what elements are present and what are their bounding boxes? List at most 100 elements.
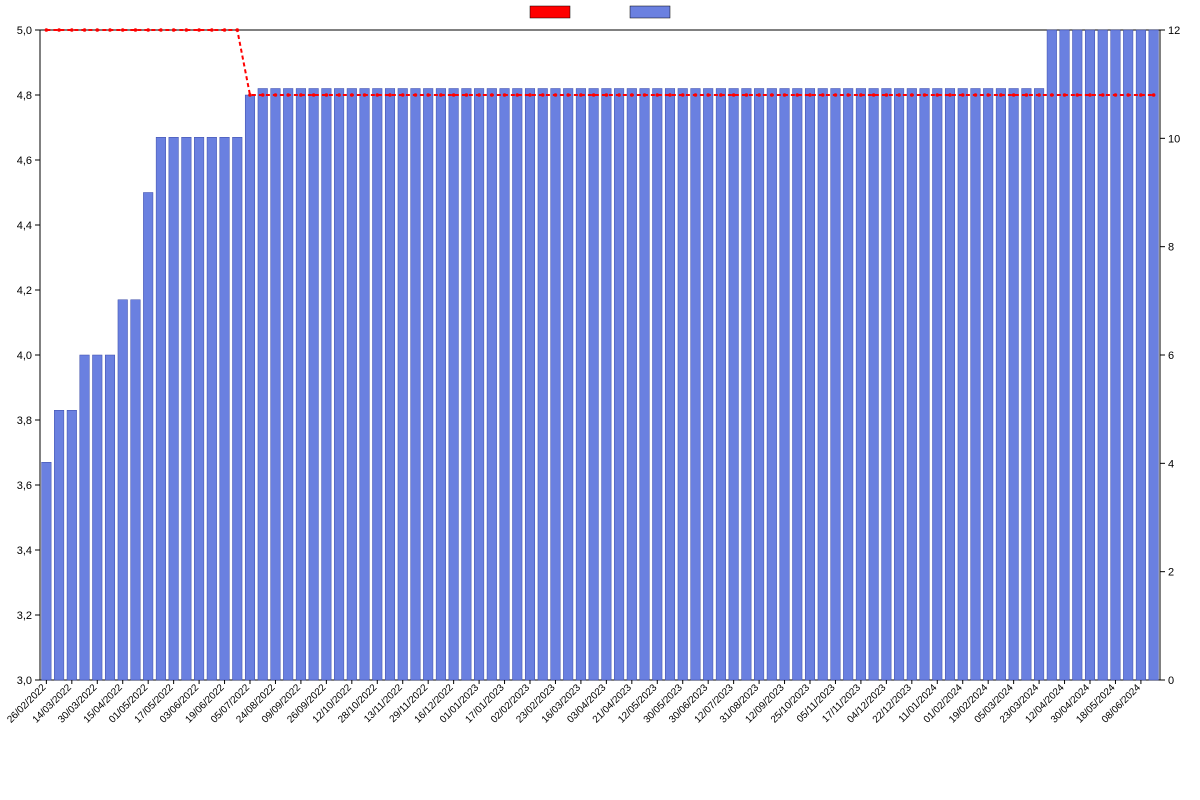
bar <box>665 89 675 681</box>
bar <box>385 89 395 681</box>
bar <box>754 89 764 681</box>
y-left-tick-label: 4,4 <box>17 220 32 232</box>
bar <box>1047 30 1057 680</box>
y-right-tick-label: 6 <box>1168 350 1174 362</box>
line-marker <box>1101 93 1105 97</box>
line-marker <box>312 93 316 97</box>
bar <box>334 89 344 681</box>
line-marker <box>146 28 150 32</box>
line-marker <box>325 93 329 97</box>
bar <box>423 89 433 681</box>
bar <box>169 137 179 680</box>
line-marker <box>579 93 583 97</box>
line-marker <box>274 93 278 97</box>
bar <box>143 193 153 681</box>
bar <box>296 89 306 681</box>
bar <box>462 89 472 681</box>
y-left-tick-label: 3,2 <box>17 610 32 622</box>
line-marker <box>210 28 214 32</box>
bar <box>703 89 713 681</box>
y-right-tick-label: 8 <box>1168 242 1174 254</box>
bar <box>1073 30 1083 680</box>
legend-swatch <box>630 6 670 18</box>
bar <box>220 137 230 680</box>
line-marker <box>592 93 596 97</box>
bar <box>182 137 192 680</box>
line-marker <box>439 93 443 97</box>
bar <box>1085 30 1095 680</box>
y-right-tick-label: 12 <box>1168 25 1180 37</box>
line-marker <box>1088 93 1092 97</box>
bar <box>156 137 166 680</box>
line-marker <box>1037 93 1041 97</box>
line-marker <box>605 93 609 97</box>
line-marker <box>414 93 418 97</box>
line-marker <box>172 28 176 32</box>
line-marker <box>70 28 74 32</box>
bar <box>258 89 268 681</box>
bar <box>958 89 968 681</box>
bar <box>411 89 421 681</box>
line-marker <box>808 93 812 97</box>
bar <box>194 137 204 680</box>
bar <box>996 89 1006 681</box>
bar <box>538 89 548 681</box>
bar <box>207 137 217 680</box>
line-marker <box>248 93 252 97</box>
line-marker <box>923 93 927 97</box>
bar <box>67 410 77 680</box>
y-left-tick-label: 4,0 <box>17 350 32 362</box>
bar <box>525 89 535 681</box>
line-marker <box>834 93 838 97</box>
bar <box>1123 30 1133 680</box>
line-marker <box>337 93 341 97</box>
bar <box>118 300 128 680</box>
bar <box>894 89 904 681</box>
line-marker <box>885 93 889 97</box>
line-marker <box>185 28 189 32</box>
bar <box>920 89 930 681</box>
line-marker <box>1012 93 1016 97</box>
bar <box>449 89 459 681</box>
bar <box>1009 89 1019 681</box>
line-marker <box>961 93 965 97</box>
line-marker <box>197 28 201 32</box>
bar <box>360 89 370 681</box>
line-marker <box>935 93 939 97</box>
bar <box>869 89 879 681</box>
bar <box>1111 30 1121 680</box>
line-marker <box>261 93 265 97</box>
line-marker <box>910 93 914 97</box>
y-left-tick-label: 4,6 <box>17 155 32 167</box>
line-series <box>46 30 1153 95</box>
line-marker <box>121 28 125 32</box>
bar <box>589 89 599 681</box>
bar <box>843 89 853 681</box>
line-marker <box>83 28 87 32</box>
line-marker <box>286 93 290 97</box>
line-marker <box>223 28 227 32</box>
y-left-tick-label: 3,0 <box>17 675 32 687</box>
line-marker <box>57 28 61 32</box>
bar <box>309 89 319 681</box>
line-marker <box>872 93 876 97</box>
line-marker <box>770 93 774 97</box>
bar <box>551 89 561 681</box>
bar <box>474 89 484 681</box>
legend-swatch <box>530 6 570 18</box>
y-right-tick-label: 4 <box>1168 458 1174 470</box>
y-left-tick-label: 4,2 <box>17 285 32 297</box>
line-marker <box>235 28 239 32</box>
bar <box>742 89 752 681</box>
line-marker <box>948 93 952 97</box>
line-marker <box>846 93 850 97</box>
bar <box>1149 30 1159 680</box>
bar <box>513 89 523 681</box>
line-marker <box>388 93 392 97</box>
bar <box>856 89 866 681</box>
bar <box>245 95 255 680</box>
bar <box>80 355 90 680</box>
line-marker <box>732 93 736 97</box>
bar <box>933 89 943 681</box>
line-marker <box>134 28 138 32</box>
